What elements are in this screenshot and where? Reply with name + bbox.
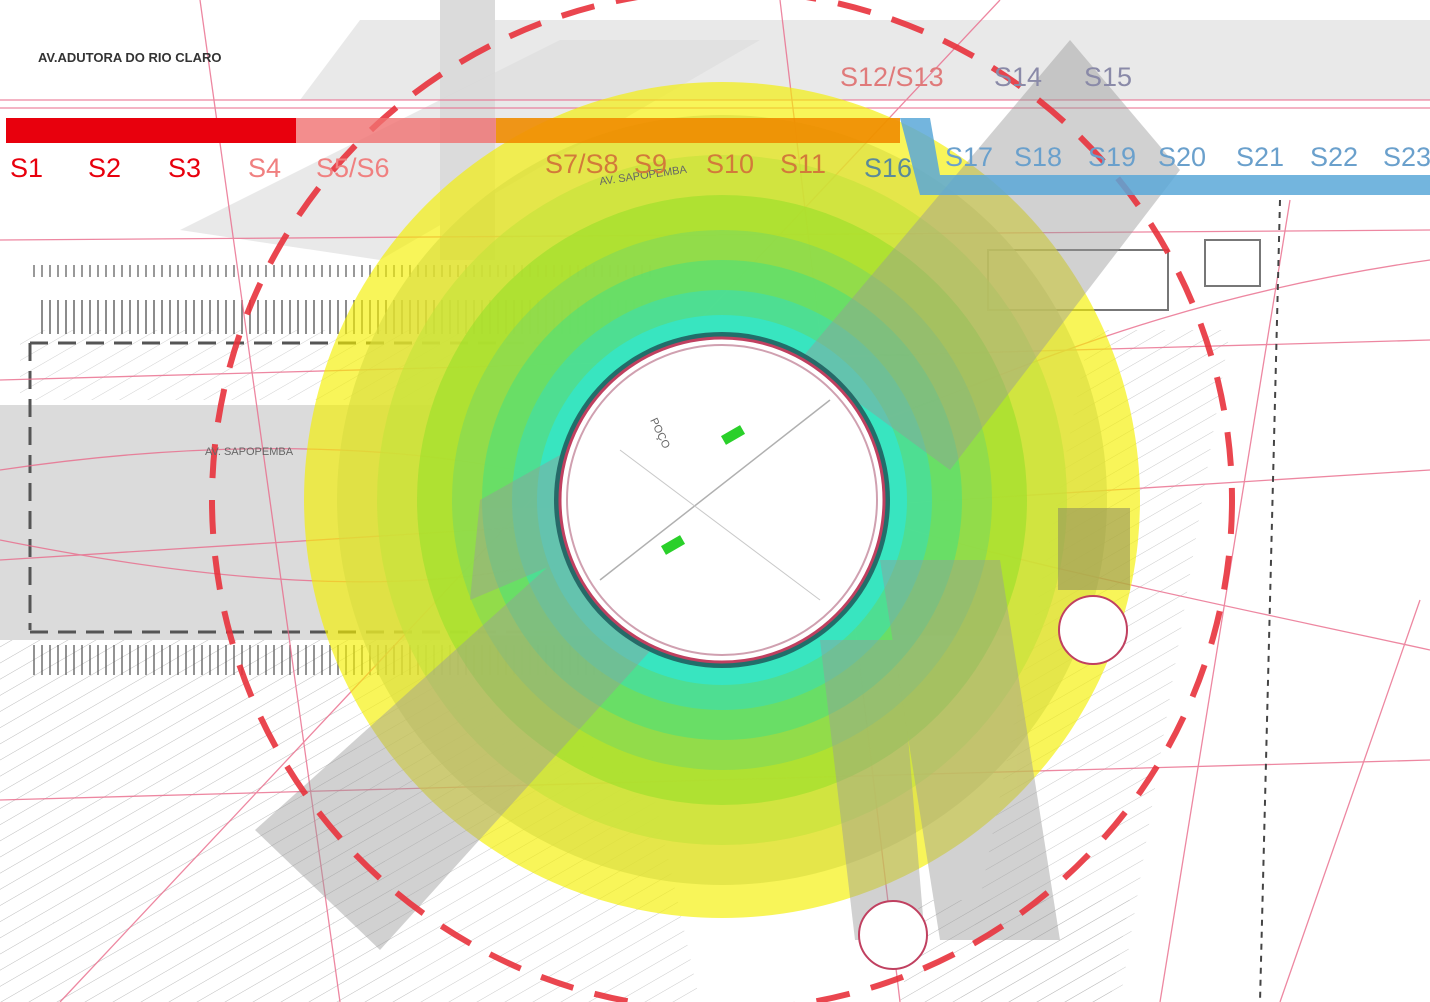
- section-label-s4: S4: [248, 153, 281, 183]
- influence-zone-circle: [209, 0, 1235, 1002]
- section-label-s2: S2: [88, 153, 121, 183]
- section-bars: [6, 118, 1430, 195]
- section-label-s16: S16: [864, 153, 912, 183]
- section-label-s15: S15: [1084, 62, 1132, 92]
- street-label-adutora: AV.ADUTORA DO RIO CLARO: [38, 50, 221, 65]
- section-label-s14: S14: [994, 62, 1042, 92]
- section-label-s5-s6: S5/S6: [316, 153, 390, 183]
- section-label-s12-s13: S12/S13: [840, 62, 944, 92]
- section-label-s20: S20: [1158, 142, 1206, 172]
- section-label-s22: S22: [1310, 142, 1358, 172]
- section-label-s17: S17: [945, 142, 993, 172]
- section-labels: S1 S2 S3 S4 S5/S6 S7/S8 S9 S10 S11 S12/S…: [10, 62, 1430, 183]
- section-label-s7-s8: S7/S8: [545, 149, 619, 179]
- section-label-s18: S18: [1014, 142, 1062, 172]
- section-label-s11: S11: [780, 149, 826, 179]
- section-label-s10: S10: [706, 149, 754, 179]
- section-label-s9: S9: [634, 149, 667, 179]
- section-label-s1: S1: [10, 153, 43, 183]
- section-label-s23: S23: [1383, 142, 1430, 172]
- shaft-circle: [554, 332, 890, 668]
- section-label-s19: S19: [1088, 142, 1136, 172]
- section-label-s3: S3: [168, 153, 201, 183]
- section-label-s21: S21: [1236, 142, 1284, 172]
- auxiliary-shafts: [858, 508, 1130, 970]
- street-label-sapopemba-left: AV. SAPOPEMBA: [205, 446, 294, 458]
